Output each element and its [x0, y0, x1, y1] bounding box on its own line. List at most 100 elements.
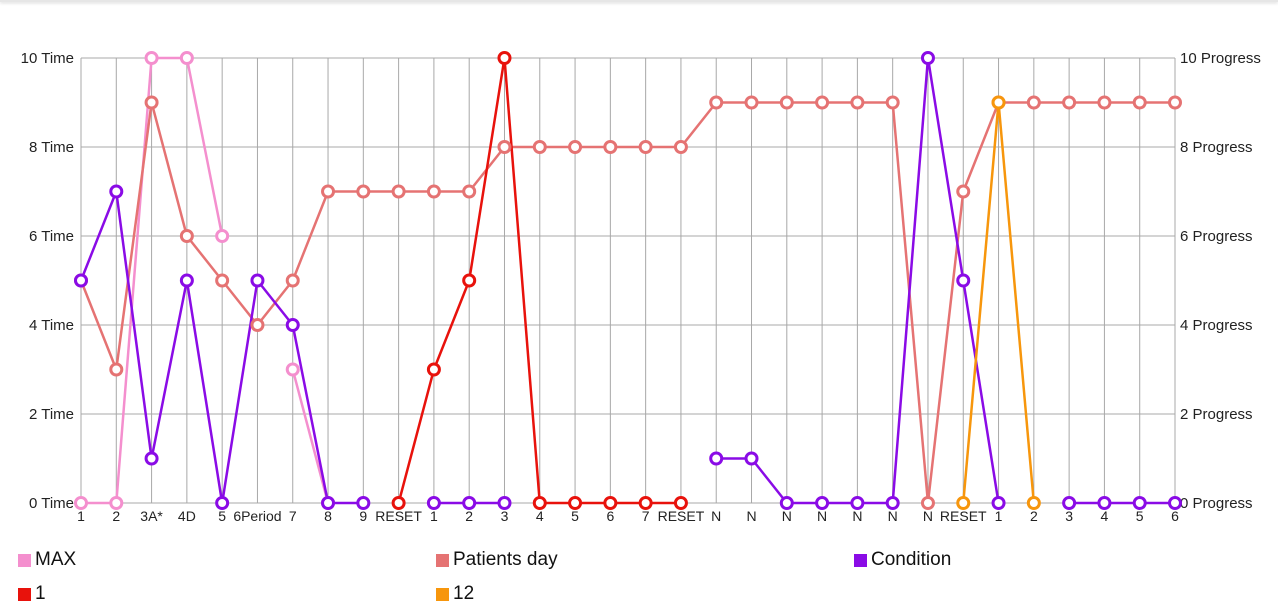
x-tick-label: 2 — [1030, 508, 1038, 524]
data-point-12 — [956, 496, 971, 510]
y-left-tick-label: 0 Time — [29, 495, 74, 512]
data-point-patients-day — [321, 184, 336, 199]
data-point-12 — [991, 95, 1006, 110]
data-point-12 — [1026, 496, 1041, 510]
data-point-patients-day — [356, 184, 371, 199]
x-tick-label: 7 — [642, 508, 650, 524]
y-right-tick-label: 8 Progress — [1180, 139, 1253, 156]
data-point-patients-day — [1062, 95, 1077, 110]
data-point-condition — [850, 496, 865, 510]
data-point-patients-day — [603, 140, 618, 154]
data-point-condition — [215, 496, 230, 510]
legend-swatch — [436, 587, 449, 601]
data-point-condition — [920, 51, 935, 65]
x-tick-label: N — [888, 508, 898, 524]
x-tick-label: 7 — [289, 508, 297, 524]
y-right-tick-label: 10 Progress — [1180, 50, 1261, 67]
data-point-condition — [250, 273, 265, 288]
x-tick-label: N — [817, 508, 827, 524]
x-tick-label: 9 — [359, 508, 367, 524]
data-point-patients-day — [426, 184, 441, 199]
data-point-condition — [321, 496, 336, 510]
x-tick-label: N — [746, 508, 756, 524]
legend-item-max: MAX — [18, 549, 76, 571]
data-point-condition — [779, 496, 794, 510]
x-tick-label: N — [923, 508, 933, 524]
data-point-condition — [426, 496, 441, 510]
legend-label: 1 — [35, 583, 46, 604]
data-point-condition — [1132, 496, 1147, 510]
data-point-1 — [497, 51, 512, 65]
data-point-condition — [356, 496, 371, 510]
legend-item-12: 12 — [436, 583, 474, 605]
data-point-max — [179, 51, 194, 65]
y-left-tick-label: 6 Time — [29, 228, 74, 245]
data-point-patients-day — [1168, 95, 1182, 110]
x-tick-label: 1 — [995, 508, 1003, 524]
data-point-patients-day — [673, 140, 688, 154]
data-point-patients-day — [497, 140, 512, 154]
legend-label: 12 — [453, 583, 475, 604]
x-tick-label: 6 — [1171, 508, 1179, 524]
data-point-condition — [144, 451, 159, 466]
data-point-condition — [179, 273, 194, 288]
y-right-tick-label: 2 Progress — [1180, 406, 1253, 423]
y-left-tick-label: 10 Time — [21, 50, 74, 67]
legend-item-patients-day: Patients day — [436, 549, 558, 571]
data-point-condition — [1097, 496, 1112, 510]
x-tick-label: 2 — [112, 508, 120, 524]
legend-swatch — [436, 553, 449, 567]
x-tick-label: 5 — [218, 508, 226, 524]
data-point-condition — [744, 451, 759, 466]
data-point-condition — [462, 496, 477, 510]
x-tick-label: 1 — [430, 508, 438, 524]
x-tick-label: 3 — [501, 508, 509, 524]
data-point-max — [144, 51, 159, 65]
legend-item-condition: Condition — [854, 549, 951, 571]
data-point-patients-day — [638, 140, 653, 154]
data-point-1 — [603, 496, 618, 510]
data-point-max — [109, 496, 124, 510]
x-tick-label: N — [711, 508, 721, 524]
data-point-patients-day — [285, 273, 300, 288]
data-point-patients-day — [779, 95, 794, 110]
legend-label: Condition — [871, 549, 952, 570]
data-point-max — [74, 496, 88, 510]
data-point-1 — [462, 273, 477, 288]
x-tick-label: RESET — [375, 508, 422, 524]
data-point-patients-day — [144, 95, 159, 110]
data-point-patients-day — [215, 273, 230, 288]
x-tick-label: N — [782, 508, 792, 524]
data-point-patients-day — [250, 318, 265, 332]
data-point-1 — [426, 362, 441, 377]
legend-swatch — [18, 553, 31, 567]
legend-swatch — [854, 553, 867, 567]
data-point-patients-day — [850, 95, 865, 110]
data-point-patients-day — [532, 140, 547, 154]
data-point-1 — [532, 496, 547, 510]
data-point-condition — [885, 496, 900, 510]
data-point-patients-day — [391, 184, 406, 199]
x-tick-label: 5 — [571, 508, 579, 524]
data-point-condition — [709, 451, 724, 466]
data-point-1 — [638, 496, 653, 510]
data-point-condition — [285, 318, 300, 332]
data-point-patients-day — [956, 184, 971, 199]
x-tick-label: RESET — [658, 508, 705, 524]
legend-label: MAX — [35, 549, 77, 570]
y-left-tick-label: 8 Time — [29, 139, 74, 156]
x-tick-label: 6 — [606, 508, 614, 524]
data-point-condition — [991, 496, 1006, 510]
data-point-patients-day — [709, 95, 724, 110]
legend-item-1: 1 — [18, 583, 46, 605]
x-tick-label: 4 — [536, 508, 544, 524]
data-point-patients-day — [568, 140, 583, 154]
x-tick-label: 3A* — [140, 508, 163, 524]
data-point-condition — [1168, 496, 1182, 510]
data-point-condition — [497, 496, 512, 510]
data-point-patients-day — [462, 184, 477, 199]
series-line-max — [291, 369, 330, 504]
legend-swatch — [18, 587, 31, 601]
legend-label: Patients day — [453, 549, 558, 570]
